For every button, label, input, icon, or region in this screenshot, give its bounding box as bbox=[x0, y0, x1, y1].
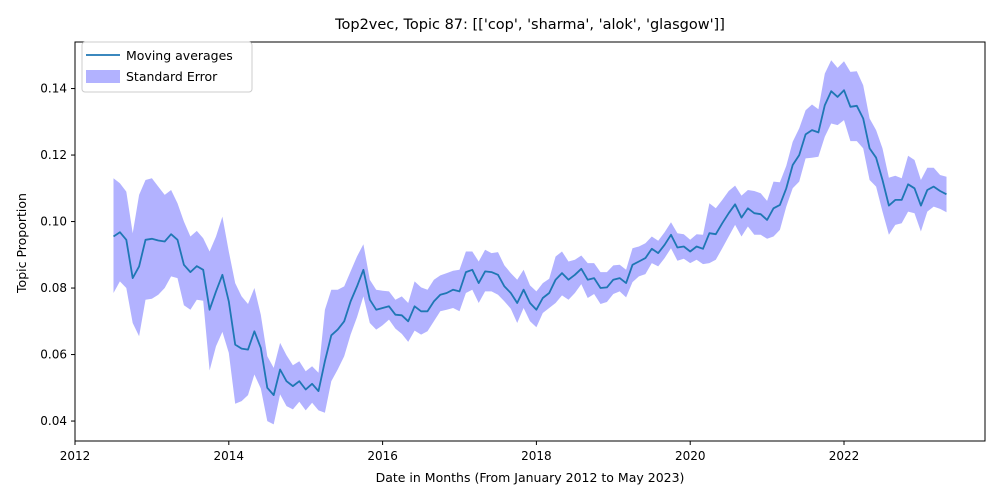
legend-band-swatch bbox=[86, 70, 120, 83]
legend-frame bbox=[81, 41, 253, 93]
x-tick-label: 2016 bbox=[367, 449, 398, 463]
axes: 2012 2014 2016 2018 2020 2022 0.04 0.06 0.08 0.10… bbox=[40, 41, 986, 463]
standard-error-band bbox=[113, 60, 947, 425]
y-tick-label: 0.10 bbox=[40, 215, 67, 229]
y-tick-label: 0.04 bbox=[40, 414, 67, 428]
x-tick-label: 2012 bbox=[60, 449, 91, 463]
moving-averages-line bbox=[112, 89, 947, 397]
plot-area bbox=[112, 60, 947, 425]
x-tick-label: 2020 bbox=[675, 449, 706, 463]
axes-frame bbox=[74, 41, 986, 442]
legend-label-standard-error: Standard Error bbox=[126, 69, 218, 84]
y-tick-label: 0.14 bbox=[40, 82, 67, 96]
y-tick-label: 0.12 bbox=[40, 148, 67, 162]
chart-title: Top2vec, Topic 87: [['cop', 'sharma', 'a… bbox=[334, 17, 725, 33]
x-tick-label: 2018 bbox=[521, 449, 552, 463]
legend-label-moving-averages: Moving averages bbox=[126, 48, 233, 63]
y-axis-label: Topic Proportion bbox=[14, 193, 29, 294]
x-axis-label: Date in Months (From January 2012 to May… bbox=[376, 470, 685, 485]
y-tick-label: 0.08 bbox=[40, 281, 67, 295]
x-tick-label: 2014 bbox=[214, 449, 245, 463]
legend: Moving averages Standard Error bbox=[81, 41, 253, 93]
y-tick-label: 0.06 bbox=[40, 348, 67, 362]
x-tick-label: 2022 bbox=[829, 449, 860, 463]
